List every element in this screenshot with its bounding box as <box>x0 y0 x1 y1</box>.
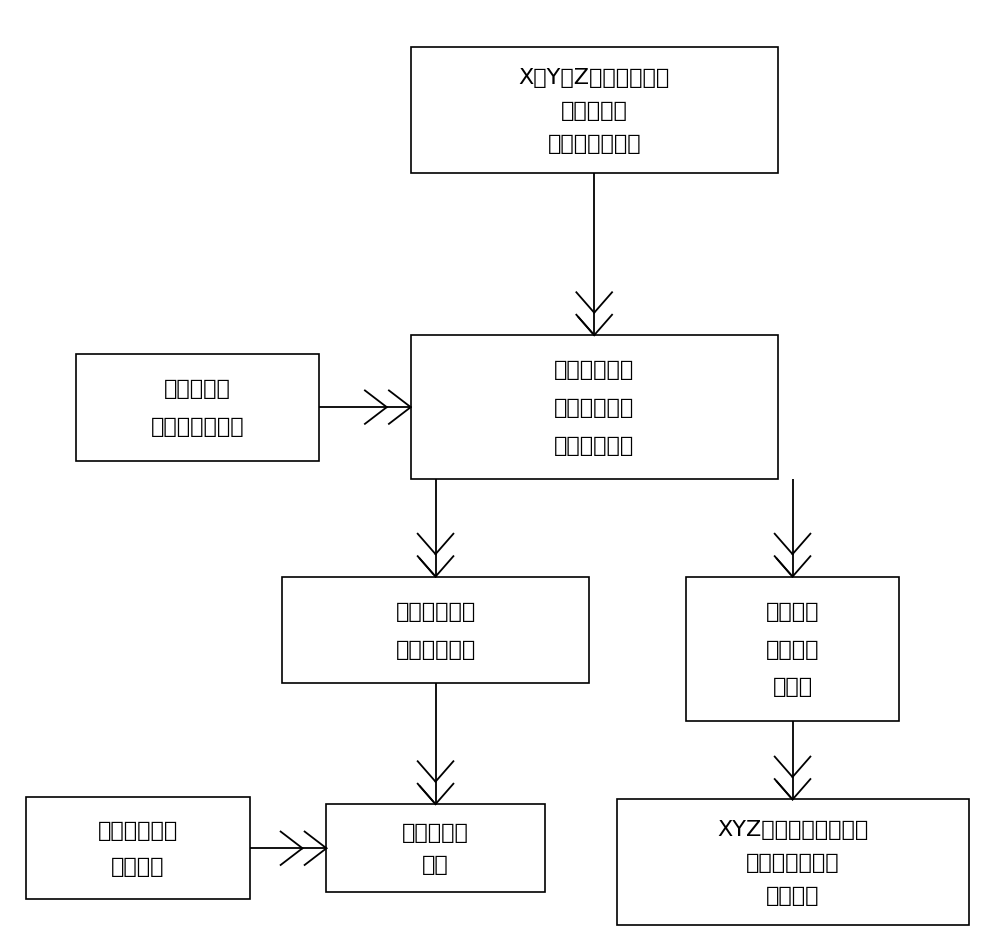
Text: 紫外光强度设定: 紫外光强度设定 <box>547 134 641 154</box>
Text: 进行命令转换: 进行命令转换 <box>395 639 476 659</box>
Bar <box>411 336 778 479</box>
Bar <box>76 355 319 461</box>
Text: 紫外光强度: 紫外光强度 <box>402 823 469 842</box>
Text: 紫外光强度: 紫外光强度 <box>164 379 231 399</box>
Text: 测试件测试光强: 测试件测试光强 <box>151 417 244 437</box>
Bar <box>326 804 545 892</box>
Bar <box>26 797 250 899</box>
Bar <box>617 799 969 925</box>
Text: 控制吐胶: 控制吐胶 <box>766 885 819 905</box>
Text: 紫外光照射与: 紫外光照射与 <box>98 820 178 841</box>
Text: 紫外光驱动器: 紫外光驱动器 <box>395 601 476 622</box>
Text: 输出控制命令: 输出控制命令 <box>554 435 634 456</box>
Text: 令转换: 令转换 <box>772 677 813 696</box>
Text: 调整: 调整 <box>422 854 449 874</box>
Text: X、Y、Z三维图形设定: X、Y、Z三维图形设定 <box>519 68 670 88</box>
Text: 吐胶量通过电机: 吐胶量通过电机 <box>746 853 839 872</box>
Text: 强度变化: 强度变化 <box>111 856 165 876</box>
Text: 中央处理器进: 中央处理器进 <box>554 359 634 380</box>
Text: 行控制转换，: 行控制转换， <box>554 398 634 417</box>
Text: 器进行命: 器进行命 <box>766 639 819 659</box>
Text: 电机驱动: 电机驱动 <box>766 601 819 622</box>
Bar <box>411 49 778 173</box>
Bar <box>282 577 589 683</box>
Text: XYZ轴进行位移控制，: XYZ轴进行位移控制， <box>717 819 868 840</box>
Text: 吐胶量设定: 吐胶量设定 <box>561 101 628 121</box>
Bar <box>686 577 899 721</box>
